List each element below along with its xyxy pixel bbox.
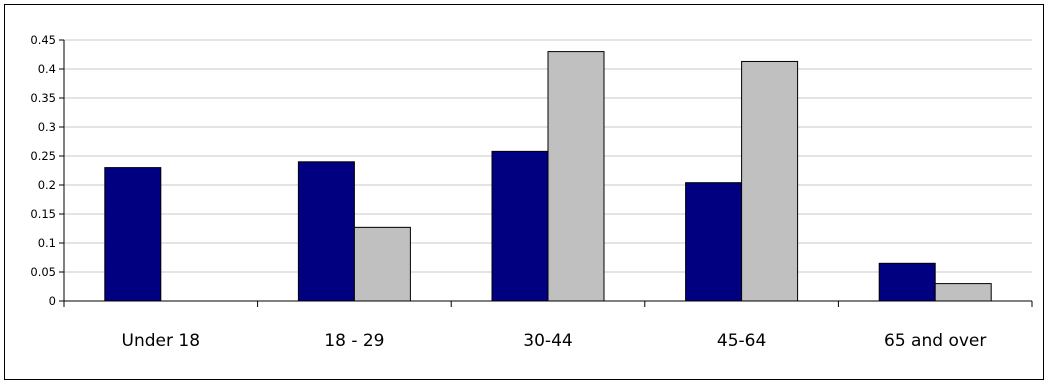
bar-series-1	[491, 150, 549, 302]
x-tick-label: Under 18	[122, 331, 201, 351]
y-tick-label: 0.1	[38, 236, 56, 250]
x-tick-label: 45-64	[717, 331, 766, 351]
bar-series-2	[934, 283, 992, 302]
y-tick-label: 0.35	[30, 91, 56, 105]
bar-series-2	[741, 60, 799, 302]
y-tick-label: 0.25	[30, 149, 56, 163]
x-tick-label: 18 - 29	[324, 331, 384, 351]
y-tick-label: 0.15	[30, 207, 56, 221]
y-axis: 0 0.05 0.1 0.15 0.2 0.25 0.3 0.35 0.4 0.45	[30, 33, 65, 308]
y-tick-label: 0.05	[30, 265, 56, 279]
bar-series-2	[353, 226, 411, 302]
bar-series-1	[685, 182, 743, 302]
bar-series-1	[104, 167, 162, 302]
x-axis: Under 18 18 - 29 30-44 45-64 65 and over	[63, 300, 1033, 351]
x-tick-label: 30-44	[523, 331, 572, 351]
y-tick-label: 0	[49, 294, 56, 308]
x-tick-label: 65 and over	[884, 331, 986, 351]
y-tick-label: 0.3	[38, 120, 56, 134]
y-tick-label: 0.4	[38, 62, 56, 76]
bar-series-1	[878, 262, 936, 302]
y-tick-label: 0.45	[30, 33, 56, 47]
bar-series-2	[547, 51, 605, 302]
y-tick-label: 0.2	[38, 178, 56, 192]
bars	[104, 51, 992, 302]
bar-series-1	[297, 161, 355, 302]
